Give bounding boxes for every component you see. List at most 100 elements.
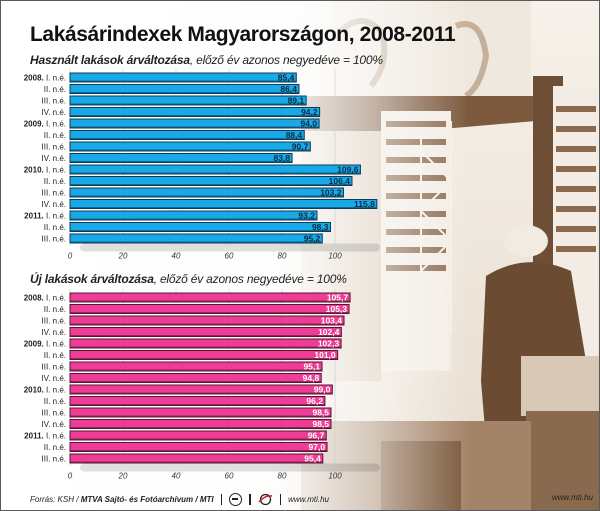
value-label: 102,4: [318, 327, 340, 337]
category-quarter: II. n.é.: [44, 131, 66, 140]
category-label: IV. n.é.: [41, 374, 66, 383]
value-label: 95,4: [304, 454, 321, 464]
category-label: III. n.é.: [42, 97, 66, 106]
source-prefix: Forrás: KSH /: [30, 495, 81, 504]
value-label: 94,8: [303, 373, 320, 383]
category-quarter: IV. n.é.: [41, 328, 66, 337]
category-label: III. n.é.: [42, 409, 66, 418]
category-label: III. n.é.: [42, 235, 66, 244]
x-tick-label: 100: [328, 252, 342, 261]
category-quarter: II. n.é.: [44, 443, 66, 452]
value-label: 97,0: [309, 442, 326, 452]
bar-shade: [70, 450, 328, 452]
category-label: 2010. I. n.é.: [24, 166, 66, 175]
x-tick-label: 60: [225, 252, 234, 261]
mti-logo-icon: [258, 493, 272, 506]
corner-site-link[interactable]: www.mti.hu: [552, 493, 593, 502]
bar-shade: [70, 335, 342, 337]
category-quarter: II. n.é.: [44, 397, 66, 406]
value-label: 98,5: [312, 419, 329, 429]
x-tick-label: 100: [328, 472, 342, 481]
value-label: 90,7: [292, 142, 309, 152]
bar-shade: [70, 438, 327, 440]
value-label: 103,2: [320, 188, 342, 198]
bar-shade: [70, 80, 297, 82]
value-label: 85,4: [278, 73, 295, 83]
category-label: IV. n.é.: [41, 420, 66, 429]
category-quarter: II. n.é.: [44, 223, 66, 232]
chart2-title-bold: Új lakások árváltozása: [30, 272, 154, 286]
category-year: 2009.: [24, 340, 46, 349]
category-quarter: II. n.é.: [44, 85, 66, 94]
category-label: 2010. I. n.é.: [24, 386, 66, 395]
category-year: 2011.: [24, 212, 46, 221]
x-tick-label: 0: [68, 472, 73, 481]
chart-used-homes: 0 20 40 60 80 100 2008. I. n.é. 85,4 II. n.é. 86,…: [24, 69, 380, 261]
value-label: 94,0: [301, 119, 318, 129]
category-label: III. n.é.: [42, 189, 66, 198]
category-label: 2011. I. n.é.: [24, 212, 66, 221]
x-tick-label: 20: [118, 252, 128, 261]
bar-shade: [70, 312, 350, 314]
category-label: IV. n.é.: [41, 154, 66, 163]
bar-shade: [70, 207, 377, 209]
category-quarter: IV. n.é.: [41, 374, 66, 383]
footer-site-link[interactable]: www.mti.hu: [288, 495, 329, 504]
x-tick-label: 40: [172, 472, 181, 481]
bar-shade: [70, 323, 345, 325]
category-label: III. n.é.: [42, 317, 66, 326]
category-label: 2008. I. n.é.: [24, 294, 66, 303]
category-label: II. n.é.: [44, 177, 66, 186]
category-quarter: I. n.é.: [46, 166, 66, 175]
category-quarter: III. n.é.: [42, 97, 66, 106]
chart-shadow: [80, 243, 380, 252]
category-quarter: IV. n.é.: [41, 200, 66, 209]
value-label: 101,0: [314, 350, 336, 360]
category-quarter: IV. n.é.: [41, 420, 66, 429]
chart1-title: Használt lakások árváltozása, előző év a…: [30, 53, 383, 67]
bar-shade: [70, 92, 299, 94]
bar-shade: [70, 241, 323, 243]
category-year: 2010.: [24, 166, 46, 175]
value-label: 95,1: [303, 362, 320, 372]
value-label: 88,4: [286, 130, 303, 140]
x-tick-label: 80: [278, 472, 287, 481]
bar-shade: [70, 126, 320, 128]
category-quarter: II. n.é.: [44, 177, 66, 186]
category-label: 2009. I. n.é.: [24, 120, 66, 129]
value-label: 98,5: [312, 408, 329, 418]
chart1-title-bold: Használt lakások árváltozása: [30, 53, 190, 67]
category-quarter: III. n.é.: [42, 455, 66, 464]
category-quarter: II. n.é.: [44, 351, 66, 360]
bar-shade: [70, 184, 352, 186]
category-label: II. n.é.: [44, 223, 66, 232]
bar-shade: [70, 461, 323, 463]
category-quarter: III. n.é.: [42, 235, 66, 244]
value-label: 105,7: [327, 293, 349, 303]
bar-shade: [70, 300, 351, 302]
value-label: 95,2: [304, 234, 321, 244]
category-year: 2008.: [24, 74, 46, 83]
bar-shade: [70, 103, 307, 105]
bar-shade: [70, 195, 344, 197]
category-quarter: IV. n.é.: [41, 108, 66, 117]
category-label: II. n.é.: [44, 305, 66, 314]
bar-shade: [70, 230, 331, 232]
footer: Forrás: KSH / MTVA Sajtó- és Fotóarchívu…: [30, 493, 329, 506]
bar-shade: [70, 358, 338, 360]
value-label: 96,2: [306, 396, 323, 406]
divider: [249, 494, 251, 505]
category-label: III. n.é.: [42, 455, 66, 464]
source-bold: MTVA Sajtó- és Fotóarchívum / MTI: [80, 495, 214, 504]
category-label: III. n.é.: [42, 143, 66, 152]
value-label: 103,4: [321, 316, 343, 326]
category-quarter: III. n.é.: [42, 189, 66, 198]
bar-shade: [70, 115, 320, 117]
chart-new-homes: 0 20 40 60 80 100 2008. I. n.é. 105,7 II. n.é. 10…: [24, 289, 380, 481]
bar-shade: [70, 161, 293, 163]
category-quarter: I. n.é.: [46, 74, 66, 83]
category-label: II. n.é.: [44, 85, 66, 94]
category-quarter: I. n.é.: [46, 294, 66, 303]
value-label: 86,4: [280, 84, 297, 94]
